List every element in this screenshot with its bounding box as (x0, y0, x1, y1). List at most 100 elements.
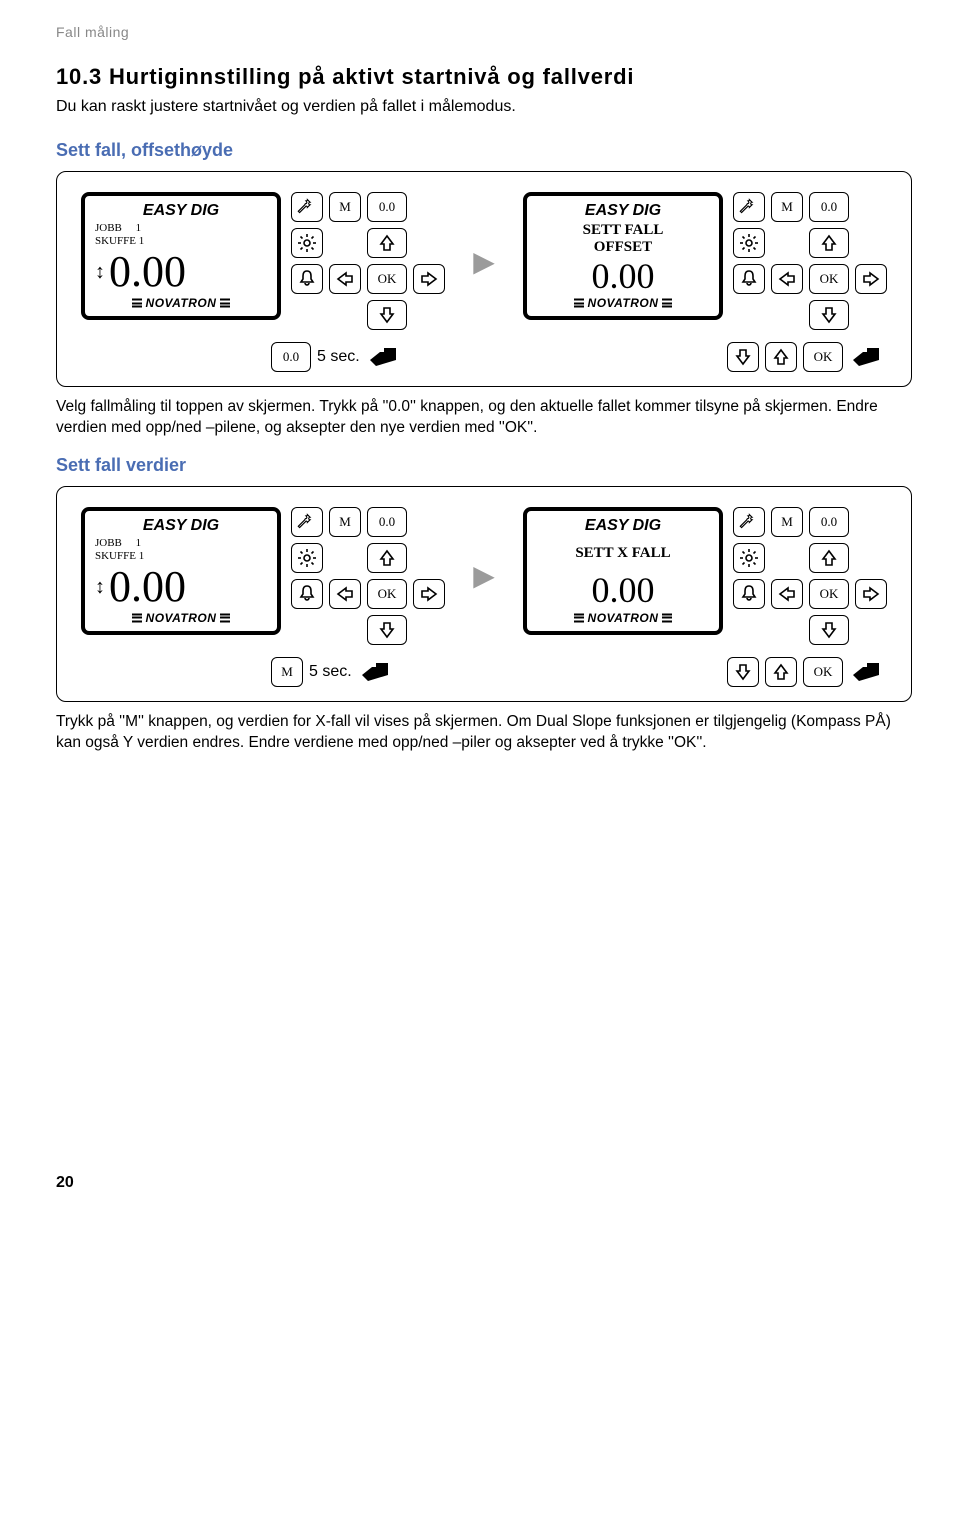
ok-button[interactable]: OK (809, 579, 849, 609)
ok-key-button[interactable]: OK (803, 342, 843, 372)
brightness-button[interactable] (291, 543, 323, 573)
section-title-text: Hurtiginnstilling på aktivt startnivå og… (109, 64, 634, 89)
updown-arrow-icon: ↕ (95, 577, 105, 597)
lcd-brand: NOVATRON (132, 611, 231, 625)
button-column: M 0.0 OK (291, 192, 445, 330)
zero-button[interactable]: 0.0 (809, 507, 849, 537)
header-tag: Fall måling (56, 24, 912, 40)
bell-button[interactable] (291, 579, 323, 609)
zero-button[interactable]: 0.0 (367, 507, 407, 537)
display-unit-left-2: EASY DIG JOBB 1 SKUFFE 1 ↕ 0.00 NOVATRON (81, 507, 445, 645)
subhead-1: Sett fall, offsethøyde (56, 140, 912, 161)
sequence-left-2: M 5 sec. (271, 657, 390, 687)
wrench-button[interactable] (733, 507, 765, 537)
sequence-left-1: 0.0 5 sec. (271, 342, 398, 372)
arrow-right-icon: ▶ (473, 245, 495, 278)
brightness-button[interactable] (291, 228, 323, 258)
zero-key-button[interactable]: 0.0 (271, 342, 311, 372)
updown-arrow-icon: ↕ (95, 262, 105, 282)
right-button[interactable] (855, 264, 887, 294)
bell-button[interactable] (291, 264, 323, 294)
page-number: 20 (56, 1174, 912, 1192)
section-title: 10.3 Hurtiginnstilling på aktivt startni… (56, 64, 912, 90)
lcd-main-value: 0.00 (109, 565, 186, 609)
lcd-title: EASY DIG (95, 202, 267, 220)
wrench-button[interactable] (291, 507, 323, 537)
down-button[interactable] (367, 615, 407, 645)
paragraph-1: Velg fallmåling til toppen av skjermen. … (56, 397, 912, 439)
lcd-title: EASY DIG (537, 517, 709, 535)
right-button[interactable] (413, 264, 445, 294)
lcd-brand: NOVATRON (574, 611, 673, 625)
sequence-right-1: OK (727, 342, 881, 372)
right-button[interactable] (855, 579, 887, 609)
lcd-job-info: JOBB 1 SKUFFE 1 (95, 222, 267, 248)
left-button[interactable] (771, 579, 803, 609)
bell-button[interactable] (733, 579, 765, 609)
example-box-1: EASY DIG JOBB 1 SKUFFE 1 ↕ 0.00 NOVATRON (56, 171, 912, 387)
down-key-button[interactable] (727, 657, 759, 687)
zero-button[interactable]: 0.0 (809, 192, 849, 222)
subhead-2: Sett fall verdier (56, 455, 912, 476)
down-key-button[interactable] (727, 342, 759, 372)
m-button[interactable]: M (771, 507, 803, 537)
example-box-2: EASY DIG JOBB 1 SKUFFE 1 ↕ 0.00 NOVATRON (56, 486, 912, 702)
zero-button[interactable]: 0.0 (367, 192, 407, 222)
hand-icon (849, 346, 881, 368)
brightness-button[interactable] (733, 543, 765, 573)
display-unit-left-1: EASY DIG JOBB 1 SKUFFE 1 ↕ 0.00 NOVATRON (81, 192, 445, 330)
up-button[interactable] (367, 228, 407, 258)
down-button[interactable] (367, 300, 407, 330)
bell-button[interactable] (733, 264, 765, 294)
lcd-title: EASY DIG (537, 202, 709, 220)
lcd-offset-title-2: OFFSET (537, 239, 709, 256)
wrench-button[interactable] (291, 192, 323, 222)
intro-paragraph: Du kan raskt justere startnivået og verd… (56, 98, 912, 116)
ok-button[interactable]: OK (367, 579, 407, 609)
button-column: M 0.0 OK (733, 507, 887, 645)
display-unit-right-2: EASY DIG SETT X FALL 0.00 NOVATRON M 0.0 (523, 507, 887, 645)
brightness-button[interactable] (733, 228, 765, 258)
lcd-offset-title-1: SETT FALL (537, 222, 709, 239)
up-button[interactable] (809, 228, 849, 258)
lcd-title: EASY DIG (95, 517, 267, 535)
up-key-button[interactable] (765, 342, 797, 372)
right-button[interactable] (413, 579, 445, 609)
up-key-button[interactable] (765, 657, 797, 687)
lcd-job-line: JOBB 1 (95, 537, 267, 550)
lcd-screen: EASY DIG SETT FALL OFFSET 0.00 NOVATRON (523, 192, 723, 320)
m-button[interactable]: M (329, 507, 361, 537)
lcd-screen: EASY DIG SETT X FALL 0.00 NOVATRON (523, 507, 723, 635)
up-button[interactable] (809, 543, 849, 573)
lcd-xfall-value: 0.00 (537, 572, 709, 608)
ok-key-button[interactable]: OK (803, 657, 843, 687)
m-button[interactable]: M (329, 192, 361, 222)
button-column: M 0.0 OK (291, 507, 445, 645)
ok-button[interactable]: OK (367, 264, 407, 294)
sequence-right-2: OK (727, 657, 881, 687)
lcd-job-line: JOBB 1 (95, 222, 267, 235)
lcd-screen: EASY DIG JOBB 1 SKUFFE 1 ↕ 0.00 NOVATRON (81, 192, 281, 320)
m-key-button[interactable]: M (271, 657, 303, 687)
left-button[interactable] (771, 264, 803, 294)
left-button[interactable] (329, 264, 361, 294)
lcd-main-value: 0.00 (109, 250, 186, 294)
duration-text: 5 sec. (309, 663, 352, 681)
display-unit-right-1: EASY DIG SETT FALL OFFSET 0.00 NOVATRON … (523, 192, 887, 330)
down-button[interactable] (809, 300, 849, 330)
button-column: M 0.0 OK (733, 192, 887, 330)
hand-icon (366, 346, 398, 368)
hand-icon (849, 661, 881, 683)
m-button[interactable]: M (771, 192, 803, 222)
lcd-offset-value: 0.00 (537, 258, 709, 294)
up-button[interactable] (367, 543, 407, 573)
arrow-right-icon: ▶ (473, 559, 495, 592)
ok-button[interactable]: OK (809, 264, 849, 294)
lcd-screen: EASY DIG JOBB 1 SKUFFE 1 ↕ 0.00 NOVATRON (81, 507, 281, 635)
lcd-job-info: JOBB 1 SKUFFE 1 (95, 537, 267, 563)
left-button[interactable] (329, 579, 361, 609)
lcd-brand: NOVATRON (132, 296, 231, 310)
wrench-button[interactable] (733, 192, 765, 222)
paragraph-2: Trykk på ''M'' knappen, og verdien for X… (56, 712, 912, 754)
down-button[interactable] (809, 615, 849, 645)
